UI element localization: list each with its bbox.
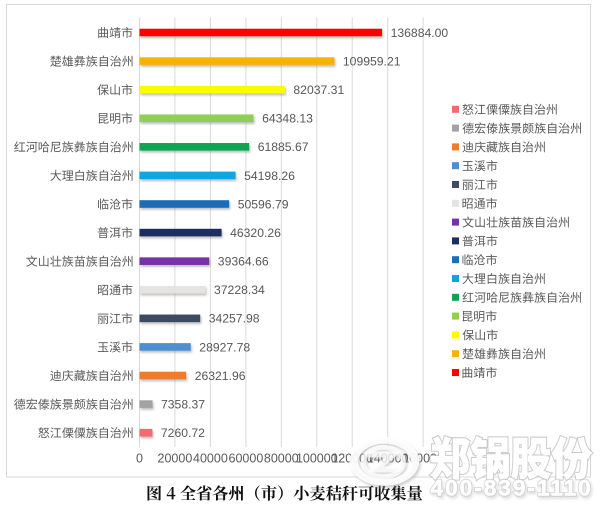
svg-text:54198.26: 54198.26: [244, 169, 295, 183]
svg-text:39364.66: 39364.66: [218, 255, 269, 269]
svg-text:40000: 40000: [193, 452, 228, 466]
svg-text:0: 0: [136, 452, 143, 466]
svg-text:60000: 60000: [229, 452, 264, 466]
svg-text:37228.34: 37228.34: [214, 283, 265, 297]
svg-text:64348.13: 64348.13: [262, 112, 313, 126]
svg-text:20000: 20000: [158, 452, 193, 466]
svg-text:46320.26: 46320.26: [230, 226, 281, 240]
svg-text:82037.31: 82037.31: [293, 83, 344, 97]
svg-text:7260.72: 7260.72: [161, 426, 205, 440]
svg-text:136884.00: 136884.00: [391, 26, 449, 40]
svg-text:26321.96: 26321.96: [195, 369, 246, 383]
svg-text:80000: 80000: [264, 452, 299, 466]
svg-text:28927.78: 28927.78: [199, 340, 250, 354]
svg-text:50596.79: 50596.79: [238, 197, 289, 211]
svg-text:400-839-1110: 400-839-1110: [431, 476, 593, 501]
svg-text:400-839-1110: 400-839-1110: [431, 476, 593, 501]
svg-text:34257.98: 34257.98: [209, 312, 260, 326]
svg-text:109959.21: 109959.21: [343, 54, 401, 68]
svg-text:61885.67: 61885.67: [258, 140, 309, 154]
svg-text:100000: 100000: [296, 452, 338, 466]
svg-text:7358.37: 7358.37: [161, 397, 205, 411]
